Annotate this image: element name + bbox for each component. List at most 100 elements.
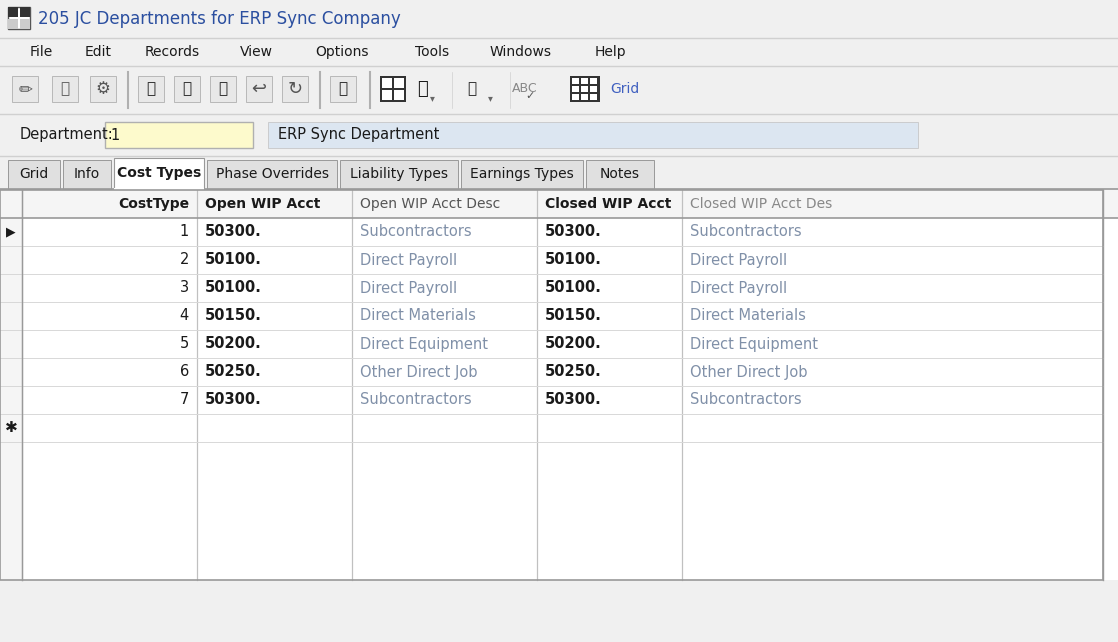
Bar	[394, 90, 404, 100]
Bar	[0, 414, 1103, 442]
Bar	[0, 246, 1103, 274]
Text: 50300.: 50300.	[544, 392, 601, 408]
Text: 50100.: 50100.	[544, 281, 601, 295]
Bar	[0, 190, 1103, 580]
Text: Direct Equipment: Direct Equipment	[690, 336, 818, 352]
Text: 50100.: 50100.	[205, 252, 262, 268]
Text: Direct Payroll: Direct Payroll	[690, 252, 787, 268]
Bar	[0, 66, 1118, 114]
Bar	[590, 94, 597, 100]
Bar	[0, 386, 1103, 414]
Bar	[20, 7, 30, 17]
Text: 205 JC Departments for ERP Sync Company: 205 JC Departments for ERP Sync Company	[38, 10, 400, 28]
Text: ↩: ↩	[252, 80, 266, 98]
Text: 4: 4	[180, 309, 189, 324]
Bar	[0, 156, 1118, 189]
Text: Subcontractors: Subcontractors	[690, 225, 802, 239]
Text: 50100.: 50100.	[544, 252, 601, 268]
Text: 50300.: 50300.	[205, 392, 262, 408]
Bar	[8, 19, 18, 29]
Bar	[0, 580, 1118, 642]
Text: Records: Records	[145, 45, 200, 59]
Text: Closed WIP Acct Des: Closed WIP Acct Des	[690, 197, 832, 211]
Bar	[0, 302, 1103, 330]
Bar	[210, 76, 236, 102]
Text: ▾: ▾	[429, 93, 435, 103]
Text: 50300.: 50300.	[205, 225, 262, 239]
Text: 50250.: 50250.	[205, 365, 262, 379]
Text: ✱: ✱	[4, 421, 18, 435]
Bar	[572, 78, 579, 84]
Text: Direct Materials: Direct Materials	[690, 309, 806, 324]
Text: 🗑: 🗑	[218, 82, 228, 96]
Text: Grid: Grid	[610, 82, 639, 96]
Text: Direct Payroll: Direct Payroll	[360, 252, 457, 268]
Bar	[8, 7, 18, 17]
Text: Earnings Types: Earnings Types	[471, 167, 574, 181]
Bar	[0, 358, 1103, 386]
Text: Options: Options	[315, 45, 369, 59]
Bar	[63, 160, 111, 189]
Text: 2: 2	[180, 252, 189, 268]
Text: Help: Help	[595, 45, 626, 59]
Text: 🔭: 🔭	[60, 82, 69, 96]
Text: ▶: ▶	[7, 225, 16, 238]
Bar	[581, 78, 588, 84]
Bar	[0, 190, 22, 580]
Bar	[174, 76, 200, 102]
Text: File: File	[30, 45, 54, 59]
Text: 50250.: 50250.	[544, 365, 601, 379]
Bar	[572, 86, 579, 92]
Text: Department:: Department:	[20, 128, 114, 143]
Text: ↻: ↻	[287, 80, 303, 98]
Text: 50100.: 50100.	[205, 281, 262, 295]
Text: 📄: 📄	[146, 82, 155, 96]
Text: ▾: ▾	[487, 93, 492, 103]
Bar	[382, 90, 392, 100]
Text: Edit: Edit	[85, 45, 112, 59]
Bar	[572, 94, 579, 100]
Bar	[461, 160, 582, 189]
Bar	[0, 38, 1118, 66]
Text: Other Direct Job: Other Direct Job	[690, 365, 807, 379]
Text: 50150.: 50150.	[205, 309, 262, 324]
Text: 50300.: 50300.	[544, 225, 601, 239]
Bar	[586, 160, 654, 189]
Bar	[340, 160, 458, 189]
Text: 7: 7	[180, 392, 189, 408]
Bar	[0, 114, 1118, 156]
Bar	[268, 122, 918, 148]
Text: 50200.: 50200.	[205, 336, 262, 352]
Text: ABC: ABC	[512, 83, 538, 96]
Text: ⚙: ⚙	[95, 80, 111, 98]
Text: ✓: ✓	[525, 91, 534, 101]
Text: 3: 3	[180, 281, 189, 295]
Text: 💾: 💾	[182, 82, 191, 96]
Text: Notes: Notes	[600, 167, 639, 181]
Bar	[8, 7, 30, 29]
Text: ERP Sync Department: ERP Sync Department	[278, 128, 439, 143]
Bar	[590, 78, 597, 84]
Bar	[0, 0, 1118, 38]
Text: 6: 6	[180, 365, 189, 379]
Bar	[246, 76, 272, 102]
Bar	[0, 274, 1103, 302]
Bar	[105, 122, 253, 148]
Text: Direct Materials: Direct Materials	[360, 309, 476, 324]
Bar	[581, 94, 588, 100]
Bar	[282, 76, 307, 102]
Bar	[394, 78, 404, 88]
Text: Subcontractors: Subcontractors	[360, 392, 472, 408]
Bar	[382, 78, 392, 88]
Bar	[0, 190, 1118, 580]
Text: 🖨: 🖨	[467, 82, 476, 96]
Text: 📎: 📎	[417, 80, 427, 98]
Text: Grid: Grid	[19, 167, 48, 181]
Text: 50150.: 50150.	[544, 309, 601, 324]
Text: 5: 5	[180, 336, 189, 352]
Text: ✏: ✏	[18, 80, 32, 98]
Text: Closed WIP Acct: Closed WIP Acct	[544, 197, 672, 211]
Bar	[0, 190, 1118, 218]
Text: Liability Types: Liability Types	[350, 167, 448, 181]
Text: Open WIP Acct Desc: Open WIP Acct Desc	[360, 197, 500, 211]
